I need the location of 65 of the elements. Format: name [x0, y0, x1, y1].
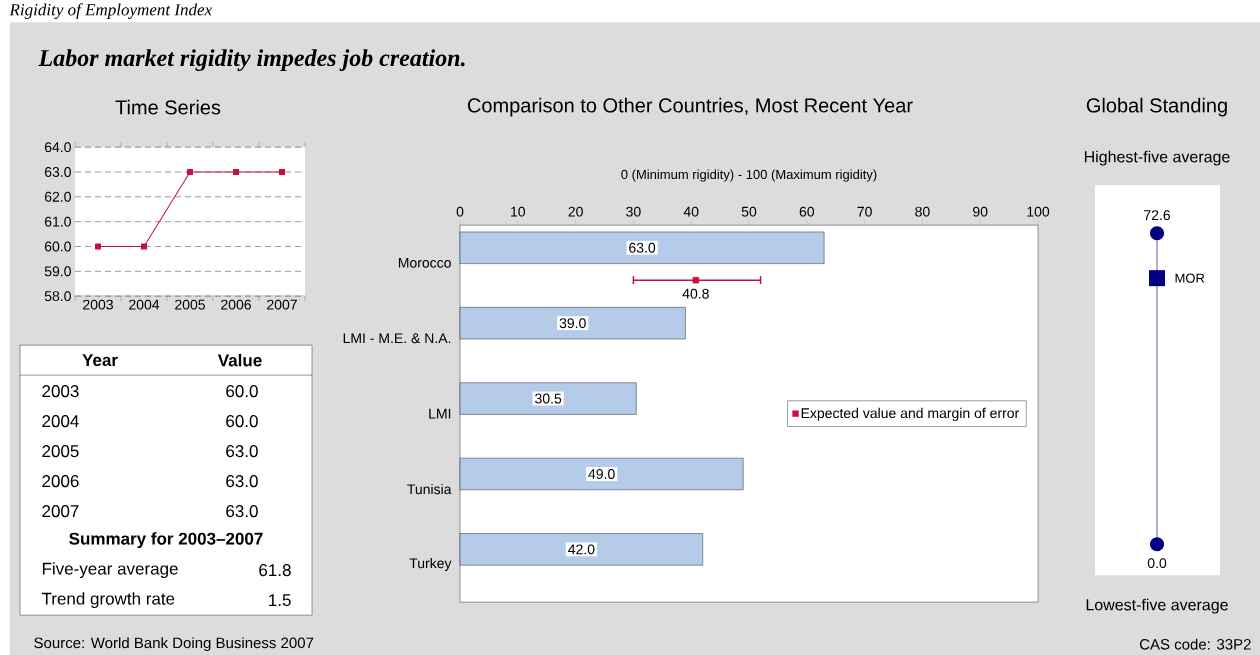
legend-label: Expected value and margin of error	[801, 407, 1019, 421]
text: 63.0	[226, 475, 258, 488]
x-tick-label: 80	[915, 206, 930, 217]
text: Year	[82, 354, 118, 367]
x-tick-label: 2004	[129, 299, 160, 310]
text: 63.0	[226, 505, 258, 518]
y-tick-label: LMI - M.E. & N.A.	[343, 333, 451, 344]
text: 72.6	[1144, 210, 1171, 221]
x-tick-label: 50	[741, 206, 757, 217]
x-tick-label: 0	[456, 206, 464, 217]
text: 2007	[42, 505, 79, 518]
x-tick-label: 70	[857, 206, 872, 217]
data-label: 49.0	[588, 468, 615, 479]
x-tick-label: 10	[511, 206, 526, 217]
text: Lowest-five average	[1086, 598, 1228, 614]
text: Summary for 2003–2007	[69, 532, 263, 548]
chart-title: Time Series	[115, 99, 221, 115]
text: Trend growth rate	[41, 592, 175, 608]
text: Five-year average	[42, 562, 178, 578]
text: Rigidity of Employment Index	[9, 3, 212, 19]
text: Labor market rigidity impedes job creation.	[38, 49, 465, 71]
x-tick-label: 30	[626, 206, 641, 217]
y-tick-label: 63.0	[44, 166, 71, 177]
x-tick-label: 90	[973, 206, 988, 217]
data-label: 39.0	[559, 318, 586, 329]
text: 0.0	[1147, 558, 1167, 569]
x-tick-label: 60	[799, 206, 815, 217]
data-label: 63.0	[629, 242, 656, 253]
x-tick-label: 20	[568, 206, 583, 217]
x-tick-label: 2007	[267, 299, 297, 310]
text: Global Standing	[1086, 97, 1227, 117]
text: CAS code: 33P2	[1139, 638, 1251, 650]
text: Value	[217, 353, 262, 367]
x-axis-title: 0 (Minimum rigidity) - 100 (Maximum rigidity)	[621, 169, 877, 182]
x-tick-label: 100	[1027, 206, 1050, 217]
y-tick-label: Morocco	[398, 257, 451, 268]
text: 61.8	[259, 564, 291, 577]
data-label: 40.8	[682, 288, 709, 299]
x-tick-label: 2003	[83, 299, 113, 310]
text: Highest-five average	[1084, 150, 1230, 166]
x-tick-label: 2006	[221, 299, 251, 310]
y-tick-label: Tunisia	[407, 483, 452, 495]
data-label: 30.5	[535, 393, 562, 404]
y-tick-label: 60.0	[44, 241, 71, 252]
text: 2004	[42, 415, 79, 428]
y-tick-label: 62.0	[44, 191, 71, 202]
source-note: Source: World Bank Doing Business 2007	[34, 637, 314, 652]
text: 63.0	[226, 445, 258, 458]
y-tick-label: Turkey	[409, 557, 452, 571]
data-label: 42.0	[568, 544, 595, 555]
y-tick-label: 64.0	[44, 142, 71, 153]
x-tick-label: 40	[683, 206, 699, 217]
y-tick-label: 61.0	[44, 216, 71, 227]
y-tick-label: 58.0	[44, 291, 71, 302]
chart-title: Comparison to Other Countries, Most Recent Year	[467, 97, 913, 117]
text: 2006	[42, 475, 79, 488]
text: MOR	[1175, 273, 1205, 283]
text: 60.0	[226, 385, 258, 398]
text: 2005	[42, 445, 79, 458]
text: 60.0	[226, 415, 258, 428]
y-tick-label: LMI	[429, 408, 451, 419]
x-tick-label: 2005	[175, 299, 205, 310]
text: 1.5	[269, 594, 291, 607]
y-tick-label: 59.0	[44, 266, 71, 277]
text: 2003	[42, 385, 79, 398]
